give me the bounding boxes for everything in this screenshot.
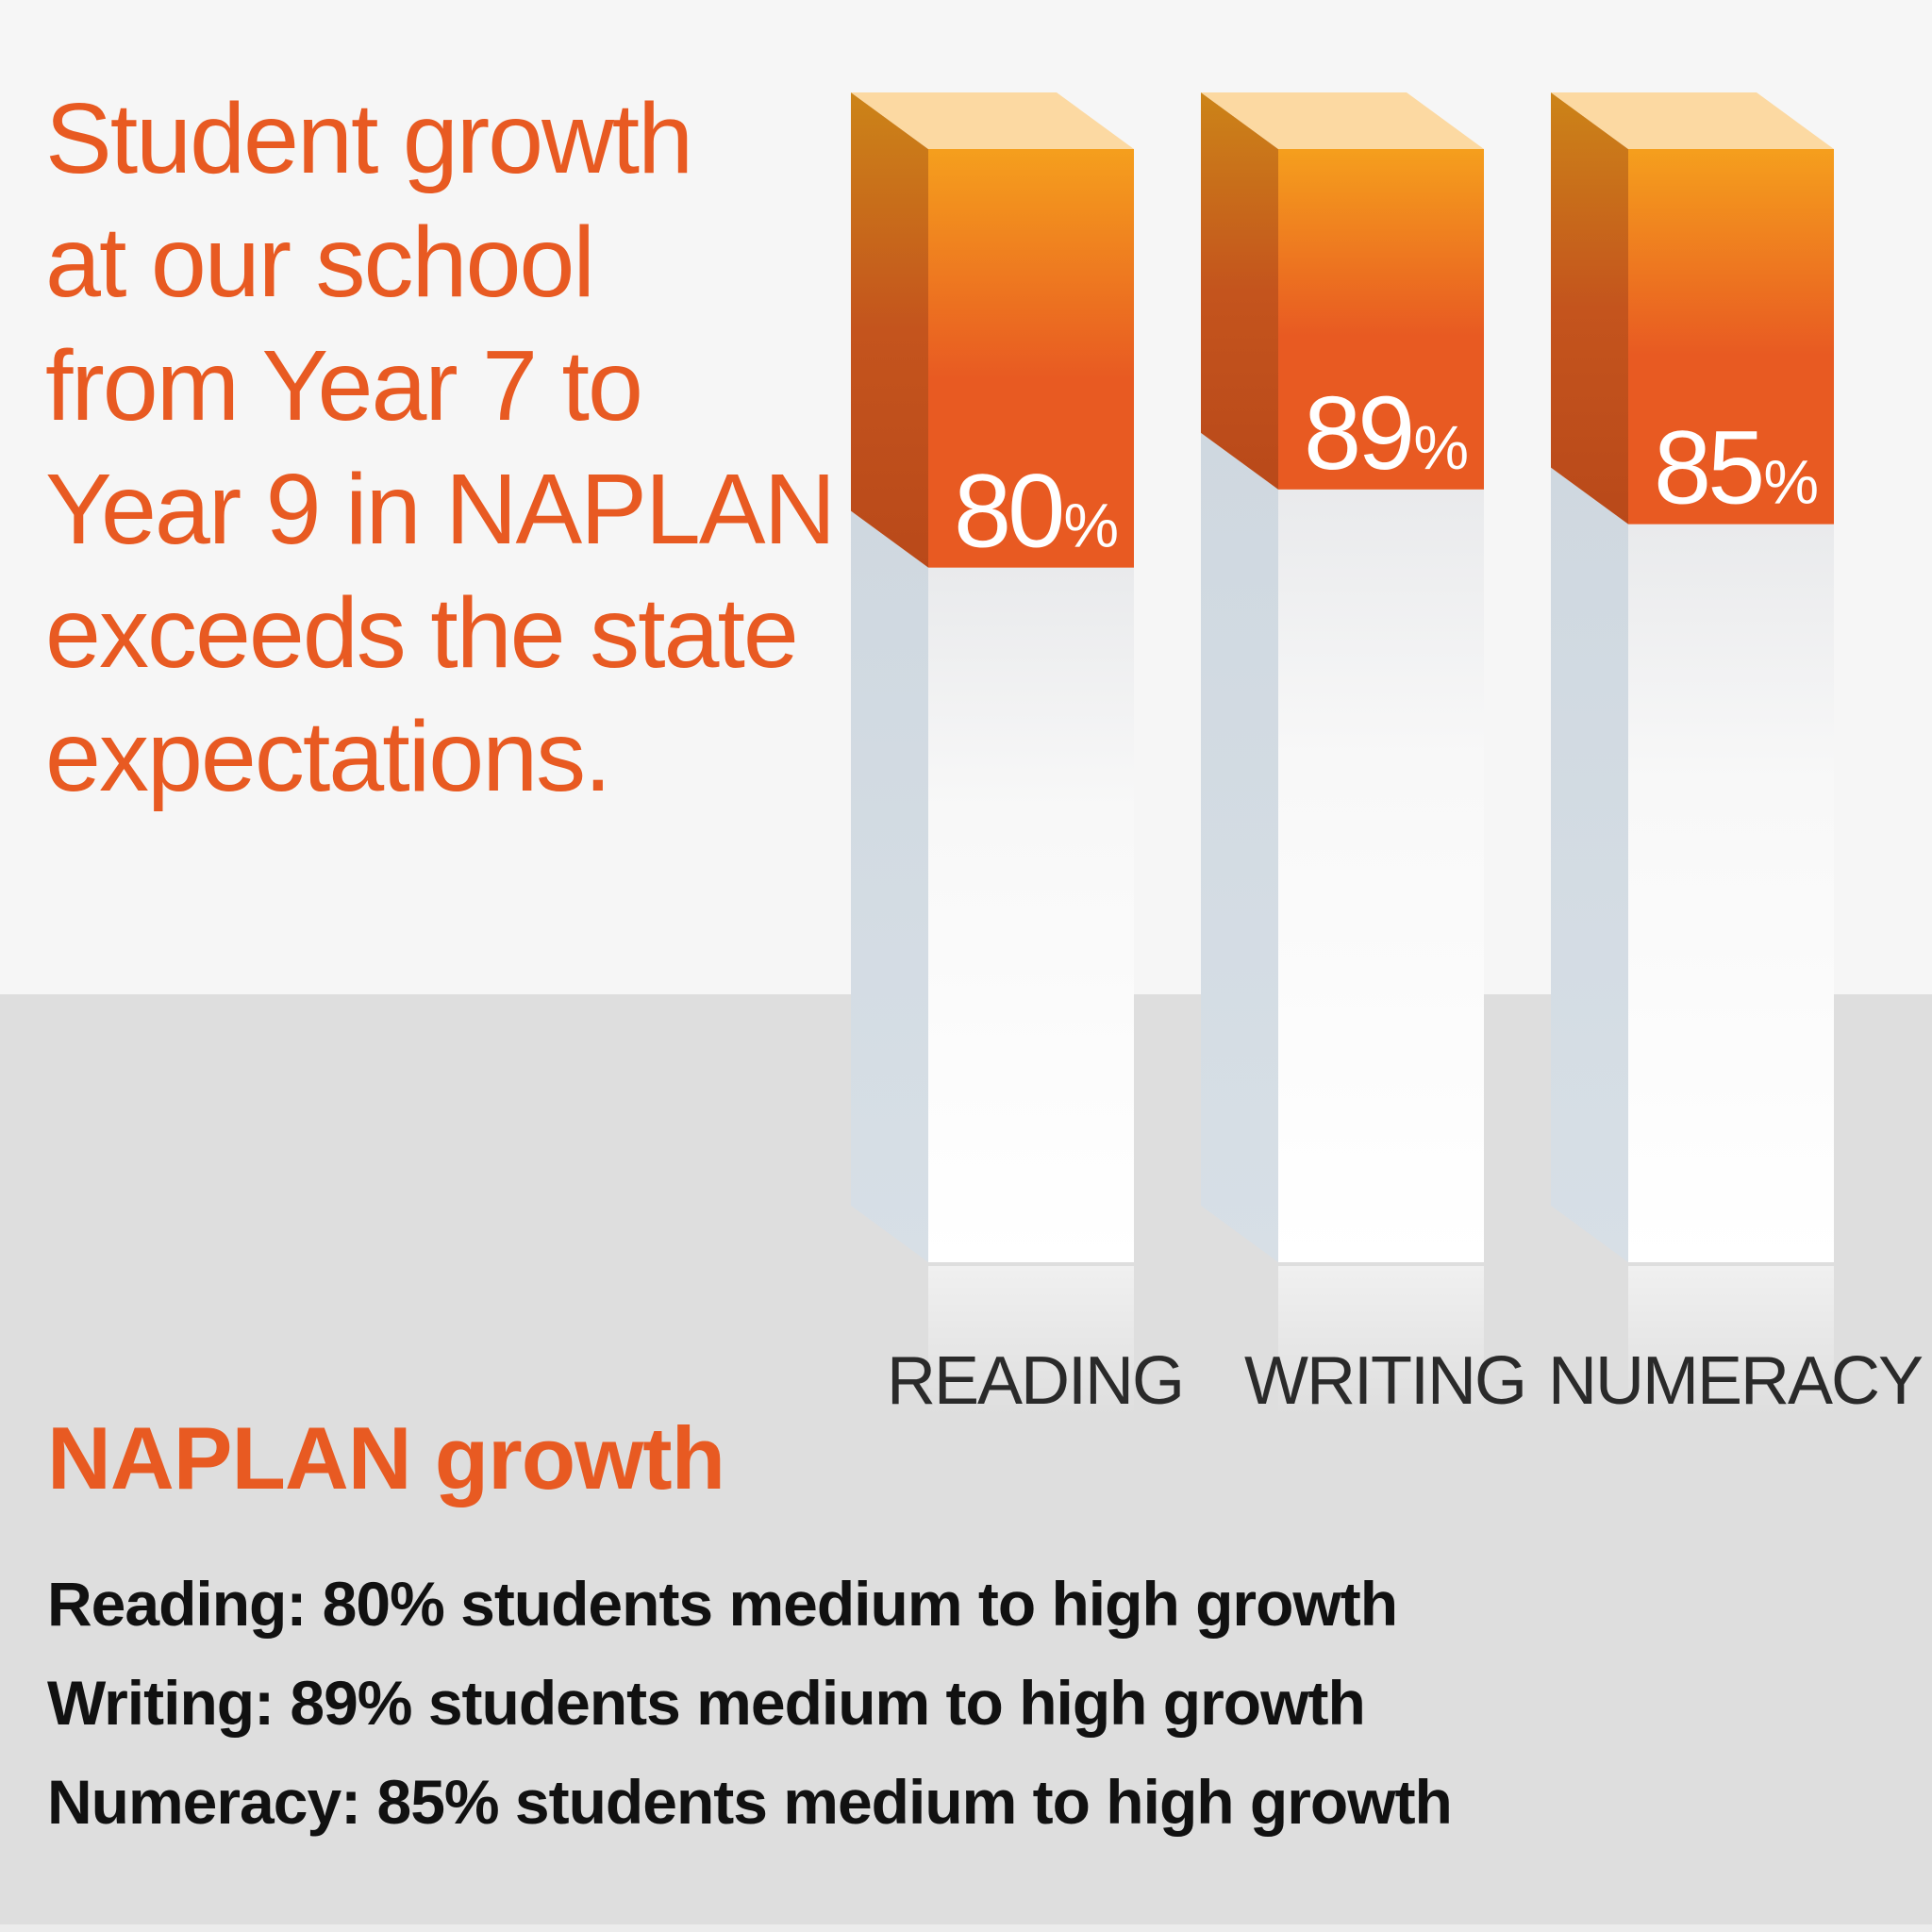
bar-top-reading [851,92,1134,149]
summary-title: NAPLAN growth [47,1408,725,1507]
bar-reading [928,149,1134,568]
summary-line-reading: Reading: 80% students medium to high gro… [47,1569,1398,1639]
bar-chart: 80% READING 89% WRITING 85% NUMERACY [851,92,1924,1419]
bar-reflection-numeracy [1628,1266,1834,1417]
summary-list: Reading: 80% students medium to high gro… [47,1555,1453,1852]
intro-line: from Year 7 to [45,330,643,441]
bar-top-writing [1201,92,1484,149]
intro-line: exceeds the state [45,577,799,689]
tick-label-writing: WRITING [1244,1343,1525,1419]
tick-label-numeracy: NUMERACY [1548,1343,1923,1419]
bar-side-writing [1201,92,1278,490]
summary-line-writing: Writing: 89% students medium to high gro… [47,1668,1366,1738]
bar-side-empty-numeracy [1551,467,1628,1262]
data-label-reading: 80% [954,454,1119,570]
data-label-numeracy: 85% [1654,410,1819,526]
bar-empty-reading [928,567,1134,1262]
intro-line: Student growth [45,83,693,194]
bottom-edge [0,1924,1932,1932]
bar-side-empty-writing [1201,432,1278,1262]
bar-writing [1278,149,1484,490]
intro-heading: Student growth at our school from Year 7… [45,77,836,819]
data-label-writing: 89% [1304,375,1469,491]
bar-side-numeracy [1551,92,1628,525]
bar-reflection-writing [1278,1266,1484,1417]
bar-empty-numeracy [1628,524,1834,1262]
intro-line: at our school [45,207,595,318]
summary-line-numeracy: Numeracy: 85% students medium to high gr… [47,1767,1453,1837]
bar-side-empty-reading [851,510,928,1262]
bar-side-reading [851,92,928,568]
bar-numeracy [1628,149,1834,525]
intro-line: expectations. [45,701,612,812]
bar-reflection-reading [928,1266,1134,1417]
bar-empty-writing [1278,489,1484,1262]
bar-top-numeracy [1551,92,1834,149]
intro-line: Year 9 in NAPLAN [45,454,836,565]
tick-label-reading: READING [887,1343,1183,1419]
